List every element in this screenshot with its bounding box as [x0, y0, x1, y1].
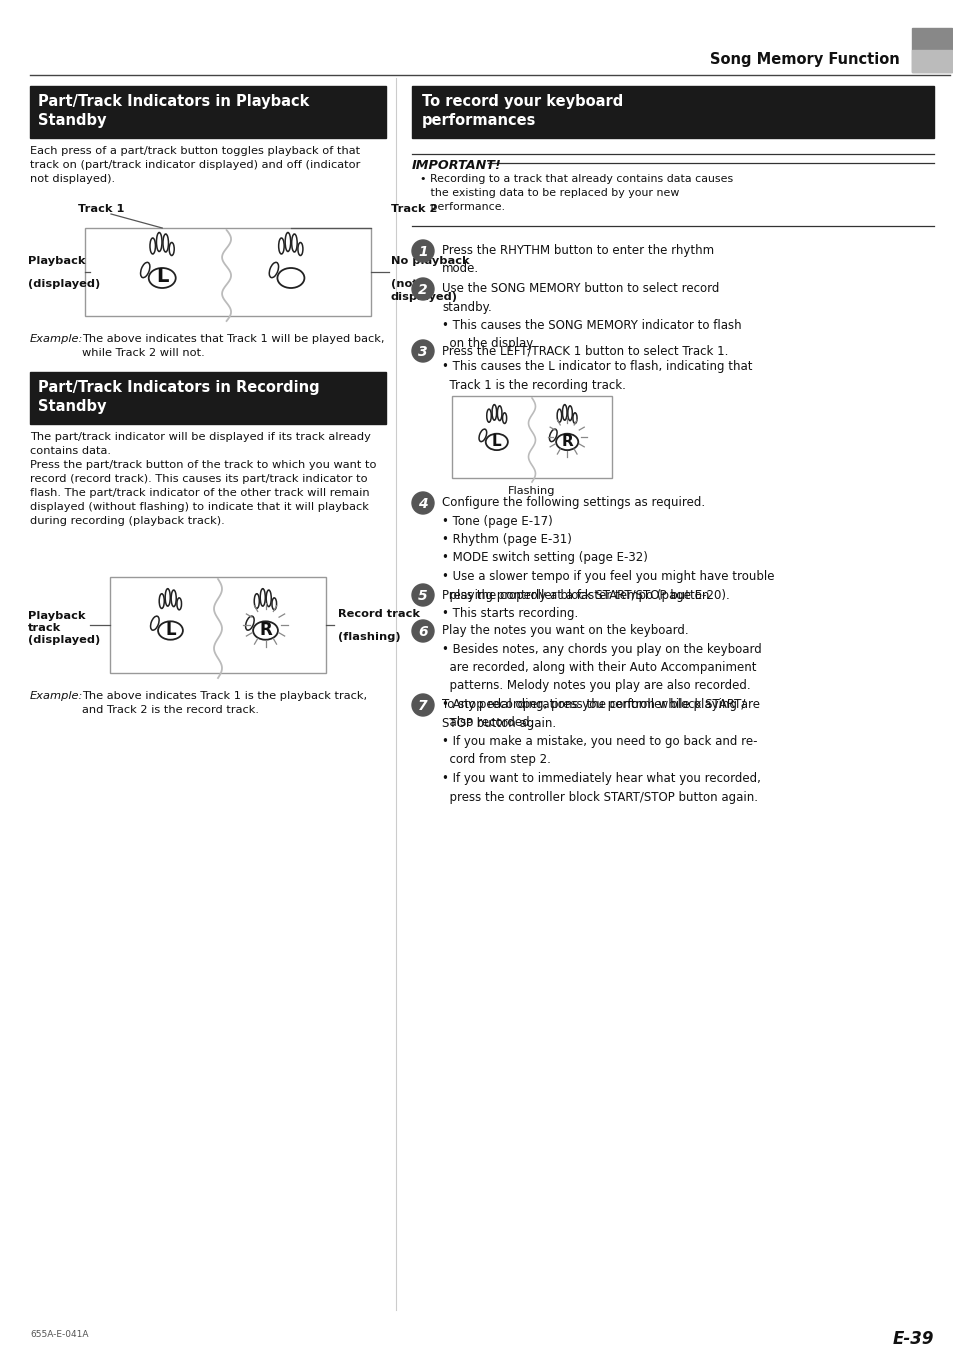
Text: (not: (not — [391, 279, 417, 288]
Text: Each press of a part/track button toggles playback of that
track on (part/track : Each press of a part/track button toggle… — [30, 146, 360, 183]
Bar — [30, 86, 386, 137]
Circle shape — [412, 492, 434, 514]
Text: Playback: Playback — [28, 256, 86, 266]
Text: The above indicates Track 1 is the playback track,
and Track 2 is the record tra: The above indicates Track 1 is the playb… — [82, 692, 367, 714]
Circle shape — [412, 584, 434, 607]
Text: (flashing): (flashing) — [337, 632, 400, 642]
Text: • Recording to a track that already contains data causes
   the existing data to: • Recording to a track that already cont… — [419, 174, 733, 212]
Text: The above indicates that Track 1 will be played back,
while Track 2 will not.: The above indicates that Track 1 will be… — [82, 334, 384, 359]
Text: track: track — [28, 623, 61, 634]
Circle shape — [412, 340, 434, 363]
Text: 2: 2 — [417, 283, 427, 297]
Bar — [30, 372, 386, 425]
Text: (displayed): (displayed) — [28, 635, 100, 644]
Text: Part/Track Indicators in Recording
Standby: Part/Track Indicators in Recording Stand… — [38, 380, 319, 414]
Bar — [85, 228, 371, 315]
Bar — [110, 577, 326, 673]
Text: 6: 6 — [417, 625, 427, 639]
Text: Song Memory Function: Song Memory Function — [709, 53, 899, 67]
Text: 5: 5 — [417, 589, 427, 603]
Text: Track 1: Track 1 — [78, 204, 124, 214]
Bar — [911, 50, 951, 71]
Text: L: L — [492, 434, 501, 449]
Circle shape — [412, 278, 434, 301]
Text: To record your keyboard
performances: To record your keyboard performances — [421, 94, 622, 128]
Text: Example:: Example: — [30, 692, 83, 701]
Bar — [412, 86, 933, 137]
Text: Example:: Example: — [30, 334, 83, 344]
Text: 1: 1 — [417, 245, 427, 259]
Text: Play the notes you want on the keyboard.
• Besides notes, any chords you play on: Play the notes you want on the keyboard.… — [441, 624, 760, 729]
Text: No playback: No playback — [391, 256, 469, 266]
Text: L: L — [165, 620, 175, 639]
Bar — [911, 28, 951, 71]
Text: Use the SONG MEMORY button to select record
standby.
• This causes the SONG MEMO: Use the SONG MEMORY button to select rec… — [441, 282, 740, 350]
Text: L: L — [156, 267, 169, 287]
Text: The part/track indicator will be displayed if its track already
contains data.
P: The part/track indicator will be display… — [30, 431, 376, 526]
Text: Track 2: Track 2 — [391, 204, 436, 214]
Text: Record track: Record track — [337, 609, 419, 619]
Text: 655A-E-041A: 655A-E-041A — [30, 1330, 89, 1339]
Text: 7: 7 — [417, 700, 427, 713]
Text: Flashing: Flashing — [508, 487, 556, 496]
Text: E-39: E-39 — [892, 1330, 933, 1348]
Text: displayed): displayed) — [391, 293, 457, 302]
Text: To stop recording, press the controller block START/
STOP button again.
• If you: To stop recording, press the controller … — [441, 698, 760, 803]
Text: Configure the following settings as required.
• Tone (page E-17)
• Rhythm (page : Configure the following settings as requ… — [441, 496, 774, 601]
Circle shape — [412, 620, 434, 642]
Text: IMPORTANT!: IMPORTANT! — [412, 159, 501, 173]
Text: (displayed): (displayed) — [28, 279, 100, 288]
Text: Part/Track Indicators in Playback
Standby: Part/Track Indicators in Playback Standb… — [38, 94, 309, 128]
Circle shape — [412, 240, 434, 262]
Text: 3: 3 — [417, 345, 427, 359]
Bar — [452, 396, 612, 479]
Text: Press the controller block START/STOP button.
• This starts recording.: Press the controller block START/STOP bu… — [441, 588, 713, 620]
Text: Playback: Playback — [28, 611, 86, 621]
Text: • This causes the L indicator to flash, indicating that
  Track 1 is the recordi: • This causes the L indicator to flash, … — [441, 360, 752, 391]
Text: R: R — [259, 620, 272, 639]
Text: 4: 4 — [417, 497, 427, 511]
Text: Press the RHYTHM button to enter the rhythm
mode.: Press the RHYTHM button to enter the rhy… — [441, 244, 714, 275]
Circle shape — [412, 694, 434, 716]
Text: R: R — [560, 434, 573, 449]
Text: Press the LEFT/TRACK 1 button to select Track 1.: Press the LEFT/TRACK 1 button to select … — [441, 344, 727, 357]
